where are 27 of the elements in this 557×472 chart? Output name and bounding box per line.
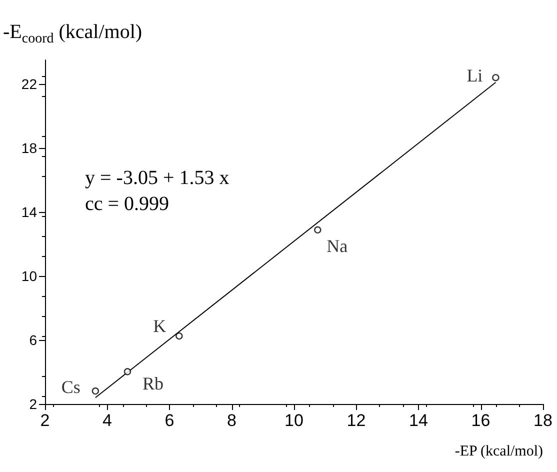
x-tick-label: 18	[534, 411, 552, 430]
x-axis-title: -EP (kcal/mol)	[454, 444, 543, 460]
point	[176, 332, 183, 340]
x-tick-label: 14	[409, 411, 428, 430]
annotation: Rb	[142, 374, 164, 394]
y-tick-label: 6	[29, 332, 38, 348]
x-tick-label: 16	[471, 411, 490, 430]
y-tick-label: 2	[29, 396, 38, 412]
annotation: Cs	[61, 377, 80, 398]
x-tick-label: 4	[102, 411, 112, 430]
x-tick-label: 6	[164, 411, 174, 430]
annotation: cc = 0.999	[85, 193, 170, 215]
y-tick-label: 14	[21, 204, 38, 220]
annotation: K	[153, 316, 166, 336]
y-tick-label: 10	[21, 268, 38, 284]
annotation: y = -3.05 + 1.53 x	[85, 167, 230, 189]
annotation: Li	[466, 66, 483, 86]
point	[492, 74, 500, 82]
annotation: Na	[326, 236, 348, 256]
y-tick-label: 18	[21, 140, 38, 156]
point	[314, 226, 322, 234]
x-tick-label: 10	[284, 411, 304, 430]
x-tick-label: 12	[346, 411, 366, 430]
x-tick-label: 8	[227, 411, 236, 430]
y-tick-label: 22	[21, 76, 38, 92]
point	[124, 368, 132, 376]
point	[92, 387, 100, 395]
